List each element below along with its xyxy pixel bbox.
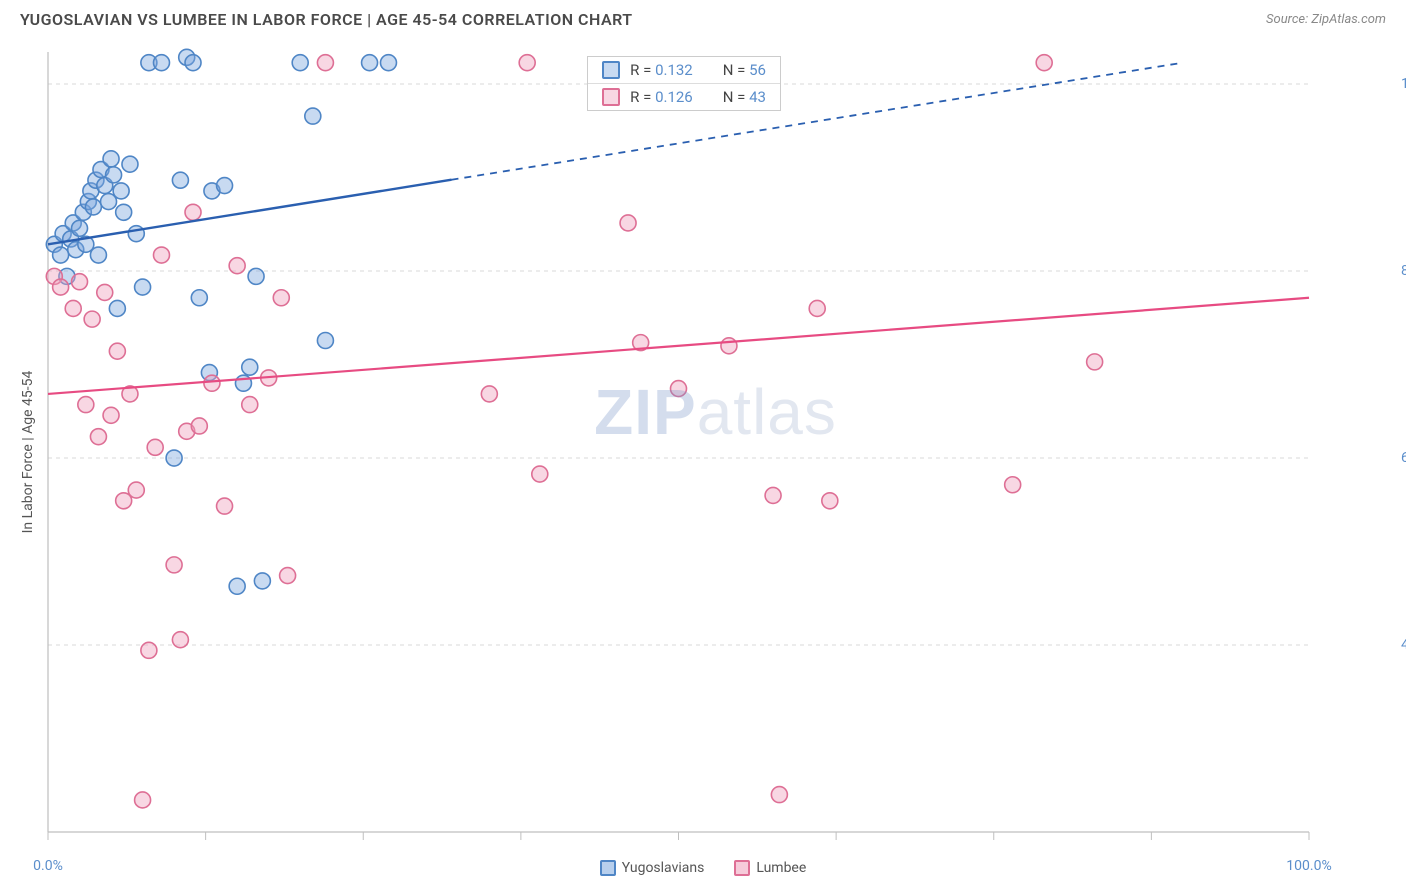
- n-label: N = 56: [723, 61, 766, 79]
- chart-title: YUGOSLAVIAN VS LUMBEE IN LABOR FORCE | A…: [20, 10, 633, 29]
- correlation-row: R = 0.126 N = 43: [588, 83, 780, 110]
- legend-item: Lumbee: [734, 860, 806, 876]
- r-label: R = 0.126: [630, 88, 693, 106]
- correlation-legend: R = 0.132 N = 56 R = 0.126 N = 43: [587, 56, 781, 111]
- series-swatch: [602, 88, 620, 106]
- y-tick-label: 100.0%: [1401, 76, 1406, 92]
- y-tick-label: 82.5%: [1401, 263, 1406, 279]
- scatter-plot: [40, 48, 1391, 840]
- legend-swatch: [600, 860, 616, 876]
- r-label: R = 0.132: [630, 61, 693, 79]
- y-tick-label: 47.5%: [1401, 637, 1406, 653]
- chart-area: In Labor Force | Age 45-54 ZIPatlas R = …: [40, 48, 1391, 840]
- legend-label: Yugoslavians: [622, 860, 705, 876]
- y-tick-label: 65.0%: [1401, 450, 1406, 466]
- chart-container: YUGOSLAVIAN VS LUMBEE IN LABOR FORCE | A…: [0, 0, 1406, 892]
- y-axis-label: In Labor Force | Age 45-54: [20, 371, 36, 534]
- series-swatch: [602, 61, 620, 79]
- legend-swatch: [734, 860, 750, 876]
- header: YUGOSLAVIAN VS LUMBEE IN LABOR FORCE | A…: [0, 0, 1406, 35]
- n-label: N = 43: [723, 88, 766, 106]
- legend-item: Yugoslavians: [600, 860, 705, 876]
- bottom-legend: Yugoslavians Lumbee: [0, 860, 1406, 876]
- legend-label: Lumbee: [756, 860, 806, 876]
- source-label: Source: ZipAtlas.com: [1266, 12, 1386, 27]
- correlation-row: R = 0.132 N = 56: [588, 57, 780, 83]
